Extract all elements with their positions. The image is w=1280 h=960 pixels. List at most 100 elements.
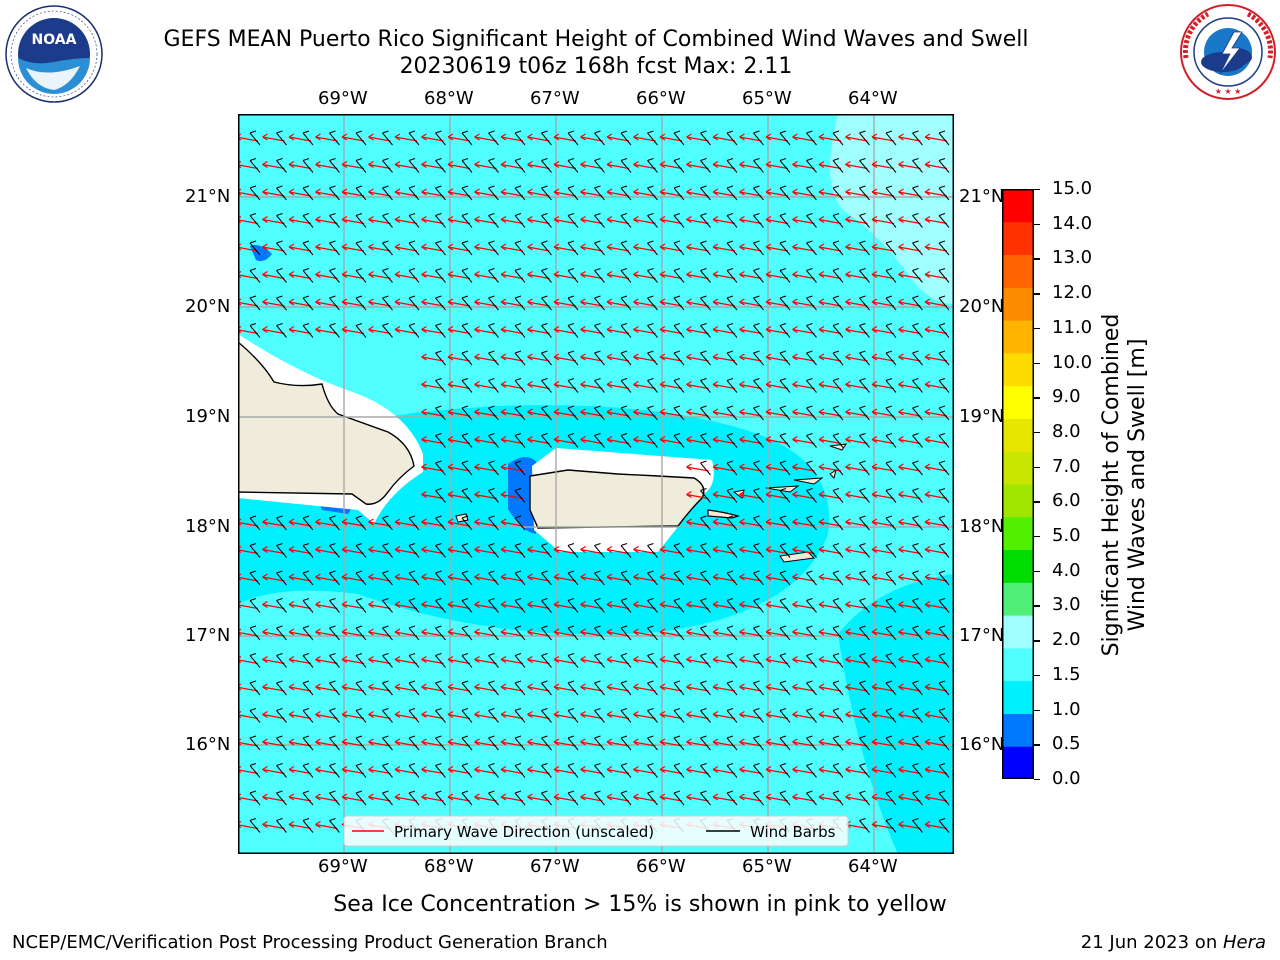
wave-direction-arrow [500,600,524,610]
wave-direction-arrow [818,710,842,720]
wind-barb [726,460,738,476]
wave-direction-arrow [341,765,365,775]
wave-direction-arrow [712,435,736,445]
colorbar-tick-label: 13.0 [1052,247,1093,269]
wave-direction-arrow [898,463,921,472]
wind-barb [620,543,632,558]
wave-direction-arrow [580,353,603,362]
wave-direction-arrow [739,353,762,362]
wave-direction-arrow [686,573,709,582]
wave-direction-arrow [659,380,683,390]
wind-barb [567,653,579,668]
wind-barb [753,213,764,228]
wave-direction-arrow [898,243,921,252]
wave-direction-arrow [341,518,365,527]
wave-direction-arrow [288,325,312,335]
wave-direction-arrow [421,408,444,417]
wave-direction-arrow [447,545,471,555]
wave-direction-arrow [924,600,948,610]
wind-barb [912,130,923,146]
colorbar-segment [1002,385,1034,419]
lat-label-left: 19°N [185,406,231,427]
wind-barb [832,570,844,586]
wind-barb [647,405,658,421]
wave-direction-arrow [474,600,497,610]
colorbar-segment [1002,746,1034,779]
wave-direction-arrow [818,270,842,280]
wind-barb [912,570,923,586]
wave-direction-arrow [924,298,948,307]
lat-label-right: 16°N [959,734,1005,755]
wave-direction-arrow [898,188,921,197]
wave-direction-arrow [606,188,630,197]
wind-barb [806,735,817,751]
wave-direction-arrow [712,710,736,720]
wave-direction-arrow [606,298,630,307]
wave-direction-arrow [924,325,948,335]
lon-label-bottom: 69°W [318,856,368,877]
wave-direction-arrow [898,710,921,720]
wind-barb [408,268,420,283]
wave-direction-arrow [924,683,948,692]
wave-direction-arrow [686,325,709,335]
wind-barb [700,405,711,421]
wind-barb [779,378,791,393]
wave-direction-arrow [845,655,868,665]
wind-barb [647,763,658,778]
wave-direction-arrow [368,573,391,582]
wave-direction-arrow [500,325,524,335]
wind-barb [620,405,632,421]
wind-barb [832,735,844,751]
wave-direction-arrow [394,298,418,307]
wind-barb [832,515,844,531]
wind-barb [912,488,923,503]
wave-direction-arrow [845,600,868,610]
wave-direction-arrow [341,710,365,720]
wind-barb [594,790,605,806]
wave-direction-arrow [686,270,709,280]
wave-direction-arrow [474,765,497,775]
wind-barb [726,433,738,448]
colorbar-segment [1002,320,1034,354]
wind-barb [435,378,446,393]
wind-barb [302,295,314,311]
wind-barb [859,543,870,558]
wave-direction-arrow [686,408,709,417]
wave-direction-arrow [739,600,762,610]
wave-direction-arrow [633,710,656,720]
wave-direction-arrow [580,243,603,252]
wind-barb [647,735,658,751]
wind-barb [726,790,738,806]
wave-direction-arrow [845,573,868,582]
wave-direction-arrow [712,765,736,775]
wind-barb [329,185,340,201]
wind-barb [514,295,526,311]
wave-direction-arrow [739,270,762,280]
wave-direction-arrow [739,188,762,197]
wind-barb [912,268,923,283]
wind-barb [832,598,844,613]
wave-direction-arrow [368,298,391,307]
wind-barb [461,570,473,586]
wind-barb [779,405,791,421]
chart-subtitle: 20230619 t06z 168h fcst Max: 2.11 [399,54,793,79]
wave-direction-arrow [633,188,656,197]
wave-direction-arrow [765,353,789,362]
wave-direction-arrow [315,160,338,170]
wave-direction-arrow [500,435,524,445]
wind-barb [832,268,844,283]
wave-direction-arrow [818,738,842,747]
wave-direction-arrow [580,683,603,692]
wave-direction-arrow [315,600,338,610]
credit-right: 21 Jun 2023 on Hera [1080,932,1266,953]
wind-barb [620,268,632,283]
wave-direction-arrow [606,408,630,417]
wave-direction-arrow [341,573,365,582]
wave-direction-arrow [898,490,921,500]
wave-field-mid-east [838,574,954,854]
wave-direction-arrow [421,160,444,170]
wave-direction-arrow [500,628,524,637]
colorbar-tick-label: 1.0 [1052,698,1081,720]
wind-barb [832,433,844,448]
wind-barb [461,515,473,531]
